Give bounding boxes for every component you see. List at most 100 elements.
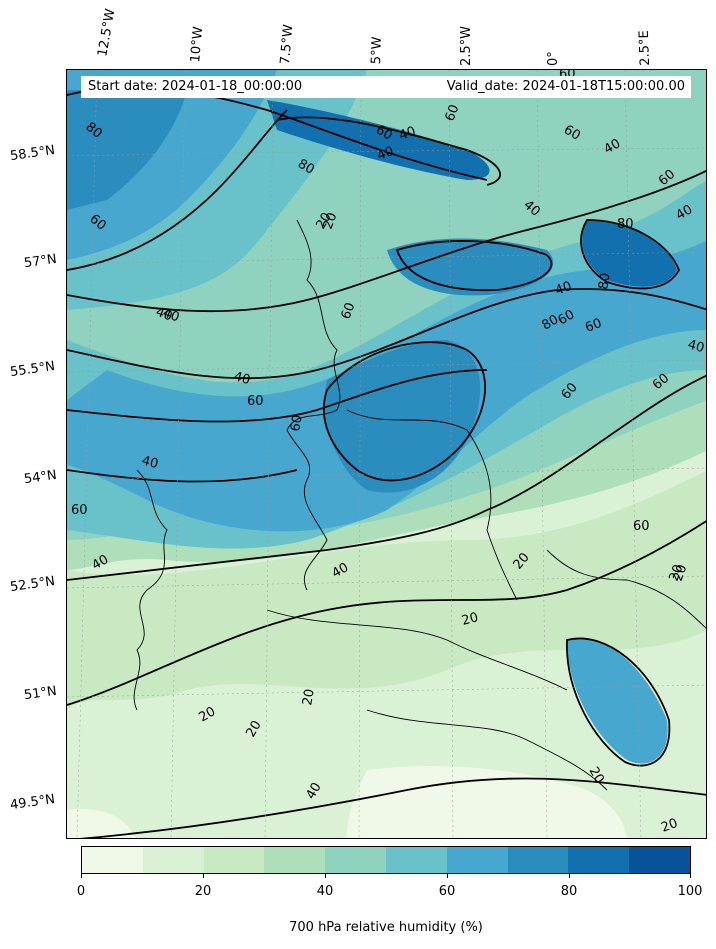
colorbar-tickmark [325, 874, 326, 878]
contour-label: 60 [373, 122, 395, 143]
coastline [346, 409, 518, 601]
gridline [67, 251, 706, 265]
contour-label: 20 [300, 688, 318, 707]
contour-label: 20 [460, 610, 480, 629]
contour-label: 60 [561, 122, 583, 143]
contour-label: 20 [321, 211, 341, 232]
colorbar-tickmark [569, 874, 570, 878]
lat-label: 58.5°N [9, 142, 56, 165]
contour-label: 40 [553, 279, 574, 299]
contour-label: 20 [659, 816, 680, 836]
contour-label: 60 [71, 503, 88, 518]
lon-label: 2.5°E [636, 30, 654, 66]
contour-label: 20 [243, 718, 264, 740]
map-canvas: 80 60 40 20 60 40 60 80 40 60 60 40 80 6… [67, 70, 706, 838]
contour-line [67, 374, 706, 581]
lon-label: 5°W [368, 36, 385, 65]
contour-label: 60 [288, 414, 306, 433]
contour-line [580, 219, 680, 290]
lon-label: 7.5°W [277, 23, 297, 66]
contour-label: 80 [596, 272, 614, 291]
valid-date: Valid_date: 2024-01-18T15:00:00.00 [446, 79, 685, 94]
gridline [170, 70, 186, 838]
gridline [624, 70, 642, 838]
gridline [67, 467, 706, 481]
colorbar-tickmark [447, 874, 448, 878]
contour-label: 40 [375, 144, 396, 164]
header-box: Start date: 2024-01-18_00:00:00 Valid_da… [81, 76, 691, 98]
contour-label: 40 [232, 369, 252, 388]
gridline [67, 684, 706, 698]
coastline [286, 219, 341, 591]
contour-label: 60 [556, 307, 578, 328]
gridlines [67, 70, 706, 838]
contour-line [67, 109, 288, 271]
humidity-band-80b [582, 220, 677, 287]
gridline [67, 359, 706, 373]
contour-label: 40 [674, 202, 696, 223]
contour-label: 40 [154, 305, 175, 325]
contour-label: 60 [247, 394, 264, 409]
lat-label: 55.5°N [9, 358, 56, 381]
contour-line [276, 116, 501, 186]
contour-label: 20 [671, 563, 691, 584]
gridline [67, 575, 706, 589]
contour-label: 60 [583, 316, 604, 336]
lon-label: 12.5°W [95, 7, 119, 58]
colorbar-swatch [82, 847, 143, 873]
colorbar-tick-label: 0 [76, 884, 86, 899]
colorbar-tickmark [203, 874, 204, 878]
coastlines [133, 219, 706, 791]
contour-line [67, 169, 706, 313]
contour-label: 20 [313, 210, 334, 232]
coastline [266, 609, 568, 691]
colorbar-swatch [264, 847, 326, 873]
colorbar-swatch [629, 847, 690, 873]
contour-label: 40 [303, 780, 324, 802]
colorbar-tick-label: 100 [677, 884, 703, 899]
lon-label: 0° [546, 51, 561, 66]
humidity-band-south-70 [567, 638, 668, 764]
start-date: Start date: 2024-01-18_00:00:00 [88, 79, 303, 94]
colorbar-swatch [203, 847, 265, 873]
contour-label: 40 [602, 136, 624, 157]
contour-label: 20 [197, 704, 219, 725]
colorbar-label: 700 hPa relative humidity (%) [289, 920, 483, 935]
lat-label: 51°N [23, 683, 58, 704]
colorbar-swatch [142, 847, 204, 873]
contour-line [67, 369, 488, 423]
contour-label: 40 [330, 560, 352, 581]
humidity-map: 80 60 40 20 60 40 60 80 40 60 60 40 80 6… [66, 69, 707, 839]
humidity-band-south-east [347, 766, 627, 838]
colorbar-swatch [507, 847, 569, 873]
colorbar-swatch [446, 847, 508, 873]
gridline [67, 147, 706, 157]
coastline [133, 469, 168, 711]
lat-label: 52.5°N [9, 573, 56, 596]
contour-label: 40 [161, 306, 182, 326]
contour-label: 60 [633, 519, 650, 534]
lon-label: 10°W [188, 26, 207, 64]
gridline [536, 70, 548, 838]
colorbar-tick-label: 80 [560, 884, 578, 899]
humidity-band-80 [267, 100, 490, 180]
contour-line [67, 288, 706, 380]
lat-label: 49.5°N [9, 791, 56, 814]
gridline [264, 70, 274, 838]
contour-label: 20 [586, 765, 607, 787]
coastline [546, 549, 706, 629]
colorbar-tickmark [690, 874, 691, 878]
contour-line [395, 240, 553, 292]
humidity-band-low [67, 470, 706, 710]
contour-label: 80 [540, 312, 562, 333]
lat-label: 54°N [23, 467, 58, 488]
contour-label: 80 [617, 217, 634, 232]
colorbar-swatch [568, 847, 630, 873]
colorbar [81, 846, 691, 874]
humidity-band-70b [324, 340, 481, 493]
gridline [76, 70, 98, 838]
colorbar-tickmark [81, 874, 82, 878]
gridline [448, 70, 454, 838]
contour-line [322, 341, 487, 482]
colorbar-swatch [325, 847, 386, 873]
